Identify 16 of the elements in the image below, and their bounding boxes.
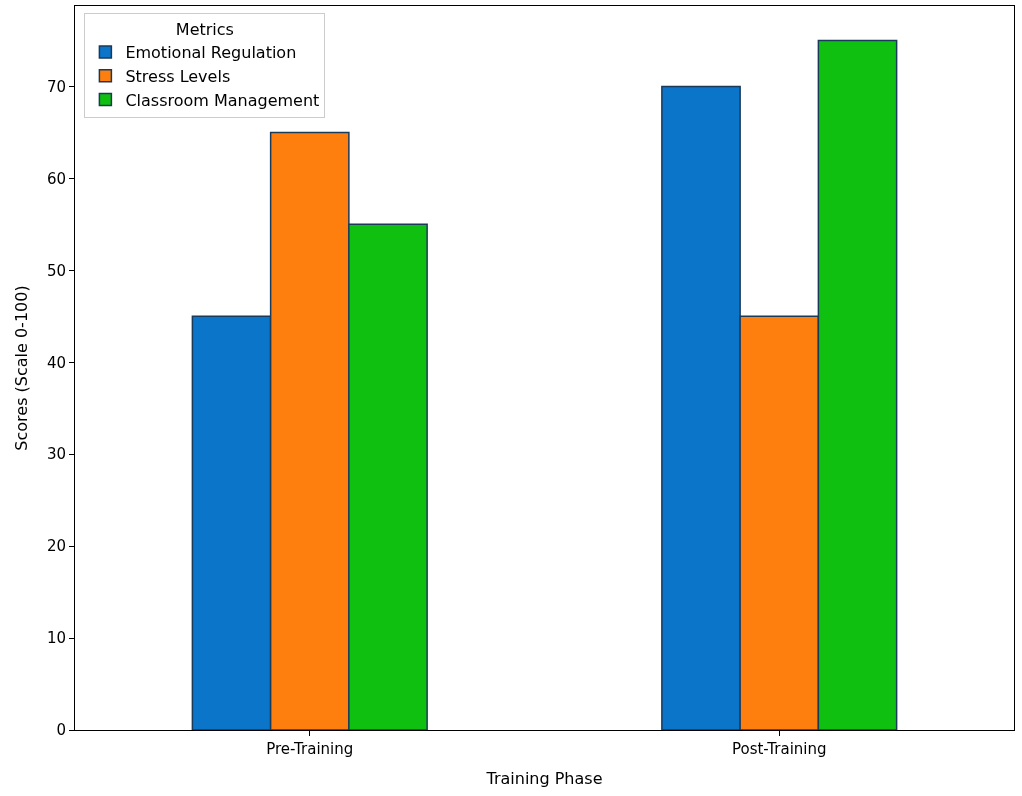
- y-tick-label: 60: [46, 169, 66, 188]
- y-tick-label: 40: [46, 353, 66, 372]
- legend-label: Stress Levels: [125, 66, 231, 86]
- x-axis-title: Training Phase: [485, 768, 603, 788]
- legend-title: Metrics: [175, 20, 234, 40]
- y-tick-label: 10: [46, 629, 66, 648]
- x-tick-label: Post-Training: [731, 740, 827, 758]
- legend-label: Classroom Management: [125, 90, 320, 110]
- legend-label: Emotional Regulation: [125, 43, 297, 63]
- y-tick-label: 20: [46, 537, 66, 556]
- y-tick-label: 30: [46, 445, 66, 464]
- y-axis-title: Scores (Scale 0-100): [11, 285, 31, 451]
- x-tick-label: Pre-Training: [266, 740, 354, 758]
- y-tick-label: 0: [56, 721, 66, 740]
- y-tick-label: 70: [46, 77, 66, 96]
- y-tick-label: 50: [46, 261, 66, 280]
